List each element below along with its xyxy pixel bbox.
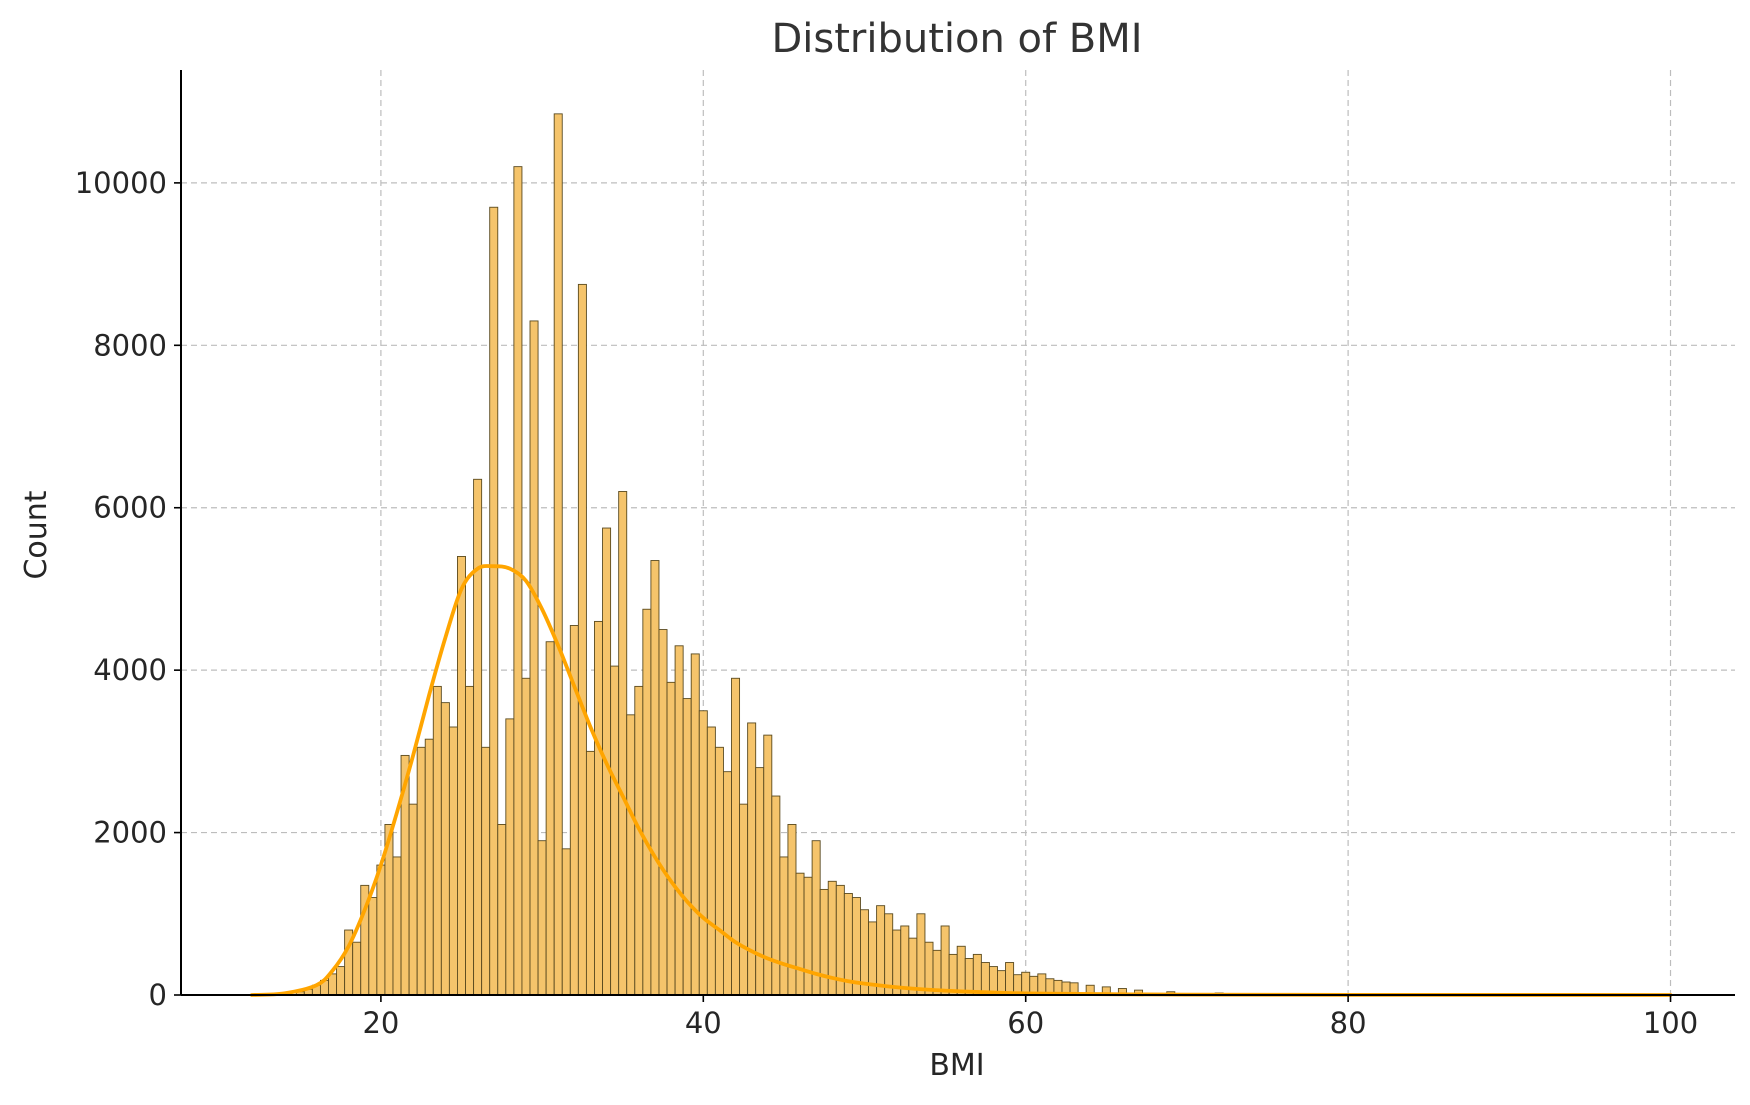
x-tick-label-100: 100 bbox=[1643, 1006, 1698, 1040]
histogram-bar bbox=[449, 727, 457, 995]
histogram-bar bbox=[804, 877, 812, 995]
tick-layer: 20 40 60 80 100 0 2000 4000 6000 8000 10000 bbox=[75, 166, 1698, 1040]
histogram-bar bbox=[578, 284, 586, 995]
histogram-bar bbox=[522, 678, 530, 995]
histogram-bar bbox=[369, 898, 377, 995]
histogram-bar bbox=[973, 954, 981, 995]
histogram-bar bbox=[756, 768, 764, 995]
histogram-bar bbox=[619, 491, 627, 995]
y-tick-label-4000: 4000 bbox=[93, 653, 167, 687]
histogram-bar bbox=[877, 906, 885, 995]
histogram-bar bbox=[699, 711, 707, 995]
y-tick-label-2000: 2000 bbox=[93, 816, 167, 850]
histogram-bar bbox=[377, 865, 385, 995]
x-tick-label-20: 20 bbox=[362, 1006, 399, 1040]
histogram-bar bbox=[659, 630, 667, 995]
histogram-bar bbox=[554, 114, 562, 995]
histogram-bar bbox=[433, 686, 441, 995]
histogram-bar bbox=[514, 167, 522, 995]
histogram-bar bbox=[425, 739, 433, 995]
histogram-bar bbox=[949, 954, 957, 995]
histogram-bar bbox=[594, 621, 602, 995]
histogram-bar bbox=[732, 678, 740, 995]
histogram-bar bbox=[474, 479, 482, 995]
histogram-bar bbox=[562, 849, 570, 995]
histogram-bar bbox=[965, 958, 973, 995]
histogram-bar bbox=[490, 207, 498, 995]
histogram-bar bbox=[675, 646, 683, 995]
histogram-bar bbox=[796, 873, 804, 995]
histogram-bar bbox=[925, 942, 933, 995]
histogram-bar bbox=[530, 321, 538, 995]
y-tick-label-10000: 10000 bbox=[75, 166, 167, 200]
histogram-bar bbox=[409, 804, 417, 995]
histogram-bar bbox=[941, 926, 949, 995]
histogram-bar bbox=[1006, 963, 1014, 995]
histogram-bar bbox=[627, 715, 635, 995]
histogram-bar bbox=[538, 841, 546, 995]
histogram-bar bbox=[611, 666, 619, 995]
y-tick-label-6000: 6000 bbox=[93, 491, 167, 525]
histogram-bar bbox=[417, 747, 425, 995]
histogram-bar bbox=[506, 719, 514, 995]
histogram-bar bbox=[586, 751, 594, 995]
chart-title: Distribution of BMI bbox=[771, 16, 1142, 62]
histogram-bar bbox=[546, 642, 554, 995]
histogram-bar bbox=[917, 914, 925, 995]
x-tick-label-40: 40 bbox=[685, 1006, 722, 1040]
histogram-bar bbox=[901, 926, 909, 995]
histogram-bar bbox=[651, 561, 659, 995]
y-tick-label-8000: 8000 bbox=[93, 328, 167, 362]
histogram-bar bbox=[393, 857, 401, 995]
y-tick-label-0: 0 bbox=[149, 978, 167, 1012]
histogram-bar bbox=[981, 963, 989, 995]
histogram-bar bbox=[457, 556, 465, 995]
histogram-bar bbox=[957, 946, 965, 995]
histogram-bar bbox=[723, 772, 731, 995]
histogram-bar bbox=[707, 727, 715, 995]
x-tick-label-60: 60 bbox=[1007, 1006, 1044, 1040]
histogram-bars bbox=[280, 114, 1674, 995]
histogram-bar bbox=[740, 804, 748, 995]
histogram-bar bbox=[643, 609, 651, 995]
histogram-bar bbox=[909, 938, 917, 995]
y-axis-label: Count bbox=[19, 490, 54, 579]
histogram-bar bbox=[683, 699, 691, 995]
histogram-bar bbox=[820, 889, 828, 995]
histogram-bar bbox=[885, 914, 893, 995]
histogram-bar bbox=[353, 942, 361, 995]
histogram-bar bbox=[715, 747, 723, 995]
histogram-bar bbox=[691, 654, 699, 995]
histogram-bar bbox=[329, 974, 337, 995]
histogram-bar bbox=[441, 703, 449, 995]
histogram-bar bbox=[466, 686, 474, 995]
x-tick-label-80: 80 bbox=[1330, 1006, 1367, 1040]
histogram-bar bbox=[667, 682, 675, 995]
histogram-bar bbox=[635, 686, 643, 995]
histogram-bar bbox=[482, 747, 490, 995]
x-axis-label: BMI bbox=[929, 1048, 984, 1083]
histogram-bar bbox=[772, 796, 780, 995]
histogram-bar bbox=[337, 967, 345, 995]
histogram-bar bbox=[498, 824, 506, 995]
histogram-bar bbox=[780, 857, 788, 995]
